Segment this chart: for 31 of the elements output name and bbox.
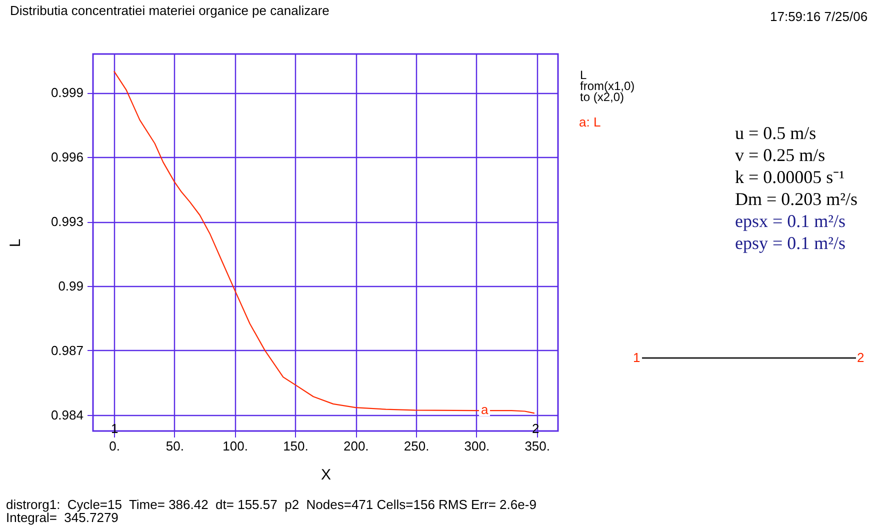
line-series: [113, 70, 535, 414]
x-axis-title: X: [320, 466, 332, 484]
text: Dm = 0.203 m²/s: [735, 189, 858, 209]
text: epsy = 0.1 m²/s: [735, 233, 846, 253]
x-tick-label: 300.: [464, 438, 490, 454]
x-tick-label: 200.: [343, 438, 369, 454]
text: 1: [633, 350, 640, 365]
y-tick-label: 0.996: [50, 150, 84, 165]
y-tick-label: 0.99: [58, 278, 84, 294]
text: distrorg1: Cycle=15 Time= 386.42 dt= 155.57 p2 Nodes=471 Cells=156 RMS Err= 2.6e-9: [6, 497, 536, 512]
y-tick-label: 0.999: [50, 85, 84, 100]
y-tick-label: 0.984: [50, 407, 84, 422]
chart-title: Distributia concentratiei materiei organice pe canalizare: [10, 3, 330, 18]
x-tick-label: 150.: [283, 438, 308, 454]
text: epsx = 0.1 m²/s: [735, 211, 846, 231]
text: 2: [857, 350, 864, 365]
x-tick-label: 350.: [524, 438, 550, 454]
legend-title: L from(x1,0) to (x2,0): [580, 68, 635, 104]
x-tick-label: 250.: [404, 438, 430, 454]
annotation: a: [479, 402, 490, 417]
y-axis-title: L: [6, 238, 24, 248]
y-tick-label: 0.987: [50, 342, 84, 358]
text: v = 0.25 m/s: [735, 145, 826, 165]
text: a: L: [579, 114, 601, 130]
x-tick-label: 0.: [109, 438, 120, 454]
x-tick-label: 100.: [222, 438, 248, 454]
y-tick-label: 0.993: [50, 214, 84, 230]
text: u = 0.5 m/s: [735, 123, 816, 143]
text: 17:59:16 7/25/06: [770, 9, 868, 24]
text: k = 0.00005 s⁻¹: [735, 167, 845, 187]
x-tick-label: 50.: [166, 438, 184, 454]
